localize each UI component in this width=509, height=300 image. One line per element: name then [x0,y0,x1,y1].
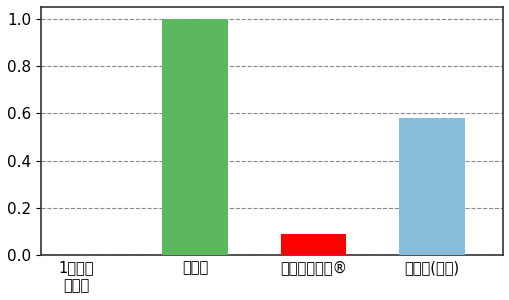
Bar [162,19,227,255]
Bar [280,234,346,255]
Bar [399,118,464,255]
